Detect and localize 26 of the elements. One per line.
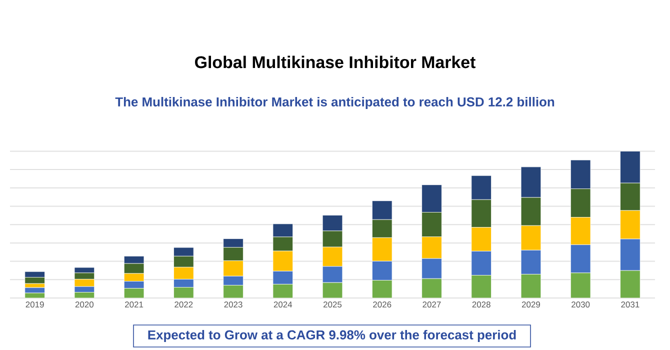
bar [570,272,591,298]
x-tick-label: 2027 [422,302,441,308]
x-tick-label: 2019 [26,302,44,308]
bar [520,274,542,298]
chart-subtitle: The Multikinase Inhibitor Market is anticipated to reach USD 12.2 billion [115,96,554,110]
chart-title: Global Multikinase Inhibitor Market [195,56,476,68]
x-tick-label: 2020 [75,302,94,308]
x-tick-label: 2029 [522,302,540,308]
bar [322,282,343,298]
bar [620,270,640,298]
x-tick-label: 2021 [125,302,144,308]
bar [272,284,293,298]
x-tick-label: 2030 [572,302,590,308]
bar [471,275,492,298]
x-tick-label: 2028 [472,302,490,308]
bar [372,280,392,298]
x-tick-label: 2025 [324,302,342,308]
x-tick-label: 2023 [224,302,242,308]
x-tick-label: 2026 [373,302,392,308]
bar [422,278,442,298]
bar [223,285,244,298]
bar [174,287,194,298]
x-tick-label: 2024 [274,302,292,308]
x-tick-label: 2031 [621,302,640,308]
text: Expected to Grow at a CAGR 9.98% over the forecast period [148,330,516,342]
x-tick-label: 2022 [174,302,193,308]
